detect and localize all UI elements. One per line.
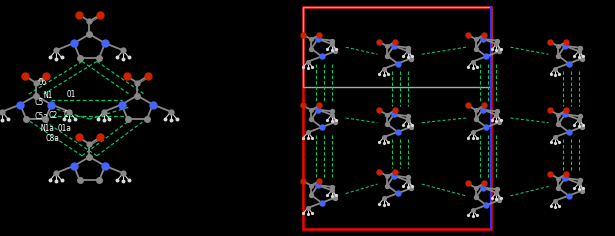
Bar	[303, 7, 491, 229]
Text: C2: C2	[49, 111, 58, 120]
Text: O1a: O1a	[57, 124, 71, 133]
Text: C5: C5	[34, 98, 44, 107]
Text: C5a: C5a	[34, 112, 48, 121]
Text: N1a: N1a	[40, 124, 54, 133]
Text: C6: C6	[38, 78, 47, 87]
Text: C8a: C8a	[46, 134, 59, 143]
Text: N1: N1	[43, 91, 52, 100]
Text: C7: C7	[63, 110, 73, 119]
Text: O1: O1	[66, 90, 76, 99]
Bar	[303, 7, 491, 87]
